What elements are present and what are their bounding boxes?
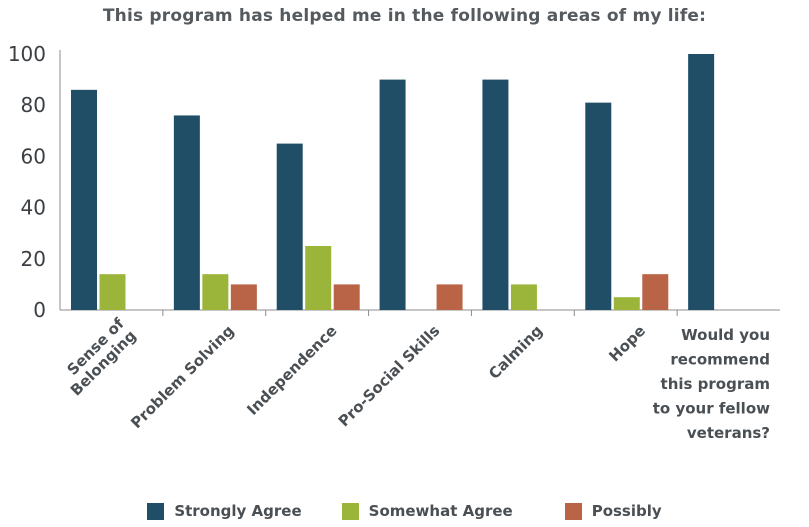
chart-title: This program has helped me in the follow… [102, 6, 707, 26]
y-tick-label: 100 [8, 42, 46, 66]
legend-swatch-possibly [564, 502, 582, 520]
x-category-label: Pro-Social Skills [335, 322, 444, 431]
chart-legend: Strongly Agree Somewhat Agree Possibly [0, 502, 809, 520]
bar-somewhat-agree [510, 284, 537, 310]
bar-possibly [436, 284, 463, 310]
bar-somewhat-agree [99, 274, 126, 310]
x-category-label: Problem Solving [127, 322, 237, 432]
legend-swatch-somewhat-agree [341, 502, 359, 520]
bar-strongly-agree [688, 54, 715, 310]
legend-label-possibly: Possibly [591, 502, 662, 520]
bar-somewhat-agree [613, 297, 640, 310]
bar-possibly [642, 274, 669, 310]
legend-label-strongly-agree: Strongly Agree [174, 502, 302, 520]
x-category-label: Sense ofBelonging [55, 314, 140, 399]
bar-strongly-agree [482, 79, 509, 310]
bar-strongly-agree [379, 79, 406, 310]
legend-item-strongly-agree: Strongly Agree [147, 502, 302, 520]
bar-strongly-agree [71, 89, 97, 310]
y-tick-label: 40 [21, 196, 46, 220]
y-tick-label: 20 [21, 247, 46, 271]
x-category-label: Would you recommend this program to your fe… [653, 326, 770, 442]
legend-swatch-strongly-agree [147, 502, 165, 520]
x-category-label: Hope [605, 322, 649, 366]
legend-label-somewhat-agree: Somewhat Agree [368, 502, 513, 520]
x-category-label: Independence [243, 322, 340, 419]
y-tick-label: 60 [21, 144, 46, 168]
legend-item-possibly: Possibly [564, 502, 662, 520]
bar-strongly-agree [173, 115, 200, 310]
x-category-label: Calming [485, 322, 546, 383]
bar-somewhat-agree [305, 246, 332, 310]
bar-somewhat-agree [202, 274, 229, 310]
legend-item-somewhat-agree: Somewhat Agree [341, 502, 513, 520]
bar-strongly-agree [585, 102, 612, 310]
y-tick-label: 0 [33, 298, 46, 322]
bar-possibly [333, 284, 360, 310]
bar-possibly [230, 284, 257, 310]
y-tick-label: 80 [21, 93, 46, 117]
bar-strongly-agree [276, 143, 303, 310]
